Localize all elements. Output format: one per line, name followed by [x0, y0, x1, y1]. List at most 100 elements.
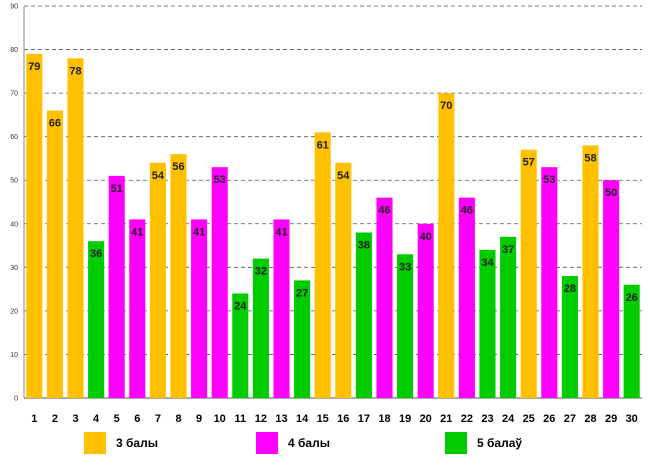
data-label: 27	[296, 287, 308, 299]
legend-item-4: 4 балы	[256, 432, 330, 454]
bar	[438, 93, 455, 398]
x-tick-label: 9	[196, 413, 202, 425]
x-tick-label: 20	[420, 413, 432, 425]
bar	[582, 145, 599, 398]
data-label: 32	[255, 266, 267, 278]
legend-label-4: 4 балы	[288, 436, 330, 450]
legend-swatch-4	[256, 432, 278, 454]
data-label: 54	[337, 170, 350, 182]
x-tick-label: 7	[155, 413, 161, 425]
x-tick-label: 11	[234, 413, 246, 425]
x-tick-label: 23	[481, 413, 493, 425]
bar	[46, 110, 63, 399]
data-label: 79	[28, 61, 40, 73]
data-label: 41	[193, 226, 205, 238]
x-tick-label: 14	[296, 413, 309, 425]
bar	[211, 167, 228, 398]
y-tick-label: 50	[10, 178, 18, 185]
bar	[479, 249, 496, 398]
x-tick-label: 27	[564, 413, 576, 425]
bar	[191, 219, 208, 398]
y-tick-label: 40	[10, 221, 18, 228]
bar	[273, 219, 290, 398]
x-tick-label: 29	[605, 413, 617, 425]
bar	[232, 293, 249, 398]
y-axis: 0 10 20 30 40 50 60 70 80 90	[10, 4, 642, 403]
bar	[603, 180, 620, 398]
data-label: 33	[399, 261, 411, 273]
x-tick-label: 12	[255, 413, 267, 425]
y-tick-label: 0	[14, 396, 18, 403]
data-label: 70	[440, 100, 452, 112]
bar	[397, 254, 414, 398]
y-tick-label: 90	[10, 4, 18, 11]
bar	[520, 149, 537, 398]
data-label: 54	[152, 170, 165, 182]
bar	[623, 284, 640, 398]
legend-swatch-5	[445, 432, 467, 454]
bar	[314, 132, 331, 399]
bar	[170, 154, 187, 398]
data-label: 61	[317, 139, 329, 151]
x-tick-label: 4	[93, 413, 100, 425]
data-label: 37	[502, 244, 514, 256]
data-label: 50	[605, 187, 617, 199]
legend-item-3: 3 балы	[84, 432, 158, 454]
x-tick-label: 6	[134, 413, 140, 425]
x-tick-label: 25	[523, 413, 535, 425]
bar	[252, 258, 269, 398]
legend-swatch-3	[84, 432, 106, 454]
bar	[129, 219, 146, 398]
y-tick-label: 70	[10, 91, 18, 98]
x-tick-label: 3	[72, 413, 78, 425]
bar	[417, 223, 434, 398]
gridlines	[24, 5, 642, 355]
bar	[294, 280, 311, 398]
data-label: 26	[626, 292, 638, 304]
data-label: 57	[523, 157, 535, 169]
data-label: 38	[358, 239, 370, 251]
x-axis: 1 2 3 4 5 6 7 8 9 10 11 12 13 14 15 16 17 18 19 20 21 22 23 24 2…	[31, 413, 638, 425]
bar	[67, 58, 84, 399]
x-tick-label: 16	[337, 413, 349, 425]
bar	[376, 197, 393, 398]
data-label: 40	[420, 231, 432, 243]
bar	[108, 175, 125, 398]
bar	[541, 167, 558, 398]
x-tick-label: 5	[114, 413, 120, 425]
bar	[458, 197, 475, 398]
y-tick-label: 30	[10, 265, 18, 272]
x-tick-label: 17	[358, 413, 370, 425]
bar	[88, 241, 105, 398]
x-tick-label: 28	[584, 413, 596, 425]
data-label: 53	[543, 174, 555, 186]
x-tick-label: 10	[214, 413, 226, 425]
data-label: 28	[564, 283, 576, 295]
data-label: 24	[234, 300, 247, 312]
data-label: 41	[131, 226, 143, 238]
y-tick-label: 10	[10, 352, 18, 359]
bar	[355, 232, 372, 398]
legend-label-5: 5 балаў	[477, 436, 523, 450]
x-tick-label: 8	[175, 413, 181, 425]
bars	[26, 53, 640, 399]
data-label: 46	[461, 205, 473, 217]
x-tick-label: 26	[543, 413, 555, 425]
x-tick-label: 22	[461, 413, 473, 425]
x-tick-label: 1	[31, 413, 37, 425]
legend-item-5: 5 балаў	[445, 432, 522, 454]
data-label: 51	[111, 183, 123, 195]
x-tick-label: 13	[275, 413, 287, 425]
bar	[26, 53, 43, 399]
x-tick-label: 30	[626, 413, 638, 425]
data-label: 66	[49, 118, 61, 130]
bar	[561, 276, 578, 398]
bar	[335, 162, 352, 398]
x-tick-label: 19	[399, 413, 411, 425]
data-label: 53	[214, 174, 226, 186]
x-tick-label: 21	[440, 413, 452, 425]
y-tick-label: 80	[10, 47, 18, 54]
data-labels: 79 66 78 36 51 41 54 56 41 53 24 32 41 27 61 54 38 46 33 40…	[28, 61, 638, 313]
x-tick-label: 2	[52, 413, 58, 425]
